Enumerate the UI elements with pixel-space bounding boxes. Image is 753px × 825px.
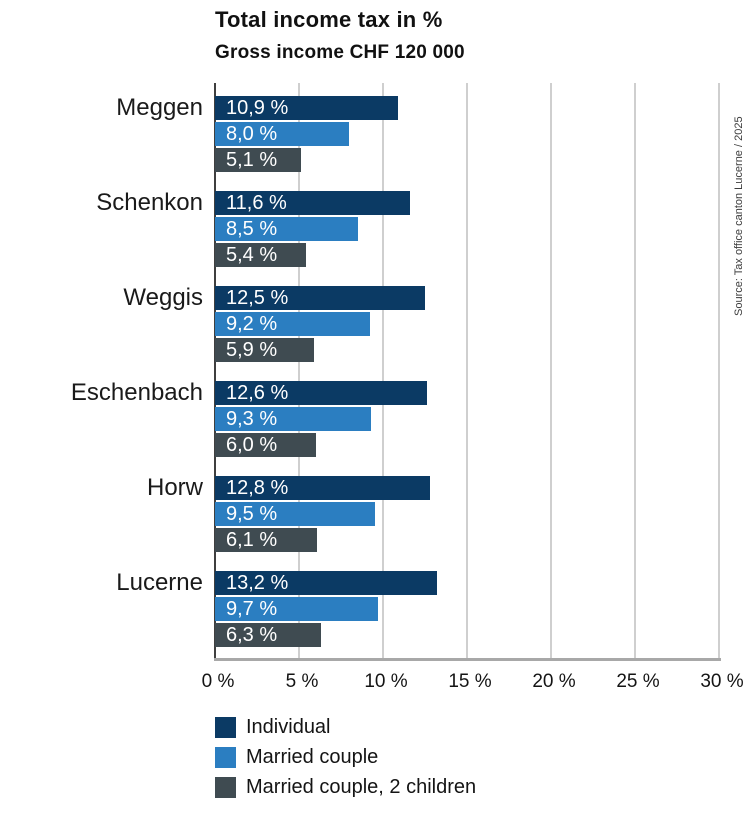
chart-title: Total income tax in % xyxy=(215,7,443,32)
bar-value-label: 6,1 % xyxy=(226,529,278,551)
plot-area: 10,9 % 8,0 % 5,1 % 11,6 % 8,5 % 5,4 % 12,5 % 9,… xyxy=(214,83,721,661)
chart-subtitle: Gross income CHF 120 000 xyxy=(215,42,465,63)
bar-value-label: 5,9 % xyxy=(226,339,278,361)
bar-value-label: 9,3 % xyxy=(226,408,278,430)
bar-value-label: 12,8 % xyxy=(226,477,289,499)
bar: 9,5 % xyxy=(215,502,375,526)
x-tick-label: 10 % xyxy=(364,671,408,692)
category-label: Weggis xyxy=(123,284,203,311)
bar: 5,1 % xyxy=(215,148,301,172)
bar: 12,6 % xyxy=(215,381,427,405)
bar: 6,1 % xyxy=(215,528,318,552)
x-tick-label: 15 % xyxy=(448,671,492,692)
bar-value-label: 9,2 % xyxy=(226,313,278,335)
legend: Individual Married couple Married couple, … xyxy=(215,712,476,802)
x-axis-baseline xyxy=(214,658,721,661)
x-tick-label: 5 % xyxy=(285,671,319,692)
legend-swatch xyxy=(215,776,236,798)
legend-item: Individual xyxy=(215,712,476,742)
x-tick-label: 25 % xyxy=(616,671,660,692)
gridline xyxy=(382,83,384,658)
category-label: Horw xyxy=(146,474,203,501)
legend-swatch xyxy=(215,716,236,738)
source-note: Source: Tax office canton Lucerne / 2025 xyxy=(733,116,745,316)
bar: 6,0 % xyxy=(215,433,316,457)
bar-value-label: 10,9 % xyxy=(226,97,289,119)
category-label: Lucerne xyxy=(116,569,203,596)
bar: 9,7 % xyxy=(215,597,378,621)
bar: 13,2 % xyxy=(215,571,437,595)
bar: 8,5 % xyxy=(215,217,358,241)
legend-label: Married couple xyxy=(246,745,379,768)
bar: 12,8 % xyxy=(215,476,431,500)
legend-swatch xyxy=(215,746,236,768)
bar: 5,4 % xyxy=(215,243,306,267)
bar-value-label: 6,3 % xyxy=(226,624,278,646)
gridline xyxy=(466,83,468,658)
gridline xyxy=(634,83,636,658)
category-label: Meggen xyxy=(116,94,203,121)
bar-value-label: 9,5 % xyxy=(226,503,278,525)
bar-value-label: 6,0 % xyxy=(226,434,278,456)
bar: 9,3 % xyxy=(215,407,372,431)
category-label: Schenkon xyxy=(96,189,203,216)
zero-axis-line xyxy=(214,83,216,658)
legend-label: Individual xyxy=(246,715,331,738)
legend-item: Married couple xyxy=(215,742,476,772)
gridline xyxy=(718,83,720,658)
bar: 10,9 % xyxy=(215,96,399,120)
bar-value-label: 12,6 % xyxy=(226,382,289,404)
bar-value-label: 8,5 % xyxy=(226,218,278,240)
bar-value-label: 5,4 % xyxy=(226,244,278,266)
bar-value-label: 12,5 % xyxy=(226,287,289,309)
x-tick-label: 0 % xyxy=(201,671,235,692)
gridline xyxy=(298,83,300,658)
bar-value-label: 5,1 % xyxy=(226,149,278,171)
category-label: Eschenbach xyxy=(70,379,203,406)
bar-value-label: 13,2 % xyxy=(226,572,289,594)
gridline xyxy=(550,83,552,658)
bar: 11,6 % xyxy=(215,191,410,215)
bar-value-label: 11,6 % xyxy=(226,192,287,214)
legend-label: Married couple, 2 children xyxy=(246,775,477,798)
bar-value-label: 9,7 % xyxy=(226,598,278,620)
bar: 5,9 % xyxy=(215,338,315,362)
bar: 9,2 % xyxy=(215,312,370,336)
x-tick-label: 20 % xyxy=(532,671,576,692)
bar: 12,5 % xyxy=(215,286,425,310)
bar: 6,3 % xyxy=(215,623,321,647)
bar: 8,0 % xyxy=(215,122,350,146)
bar-value-label: 8,0 % xyxy=(226,123,278,145)
legend-item: Married couple, 2 children xyxy=(215,772,476,802)
x-tick-label: 30 % xyxy=(700,671,744,692)
